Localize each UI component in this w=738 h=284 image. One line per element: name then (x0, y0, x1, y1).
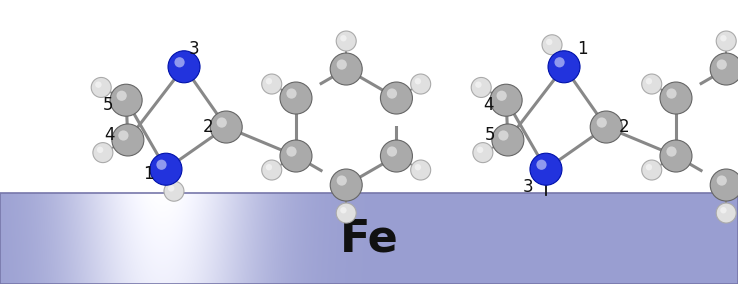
Circle shape (150, 153, 182, 185)
Text: 1: 1 (142, 165, 154, 183)
Circle shape (330, 53, 362, 85)
Circle shape (415, 78, 421, 84)
Circle shape (660, 140, 692, 172)
Circle shape (660, 82, 692, 114)
Circle shape (720, 207, 727, 214)
Circle shape (717, 59, 727, 70)
Circle shape (471, 78, 492, 97)
Circle shape (118, 130, 128, 141)
Circle shape (286, 88, 297, 99)
Circle shape (720, 35, 727, 41)
Circle shape (542, 35, 562, 55)
Circle shape (262, 160, 282, 180)
Circle shape (117, 91, 127, 101)
Circle shape (340, 207, 347, 214)
Text: 4: 4 (105, 126, 115, 144)
Circle shape (164, 181, 184, 201)
Circle shape (646, 164, 652, 170)
Circle shape (554, 57, 565, 67)
Circle shape (666, 147, 677, 157)
Text: 2: 2 (203, 118, 213, 136)
Circle shape (666, 88, 677, 99)
Text: 4: 4 (483, 96, 494, 114)
Circle shape (330, 169, 362, 201)
Circle shape (174, 57, 184, 67)
Circle shape (596, 117, 607, 128)
Circle shape (546, 39, 553, 45)
Circle shape (716, 203, 737, 223)
Circle shape (217, 117, 227, 128)
Circle shape (717, 176, 727, 186)
Circle shape (473, 143, 493, 163)
Circle shape (492, 124, 524, 156)
Circle shape (93, 143, 113, 163)
Circle shape (337, 176, 347, 186)
Circle shape (381, 140, 413, 172)
Circle shape (280, 82, 312, 114)
Circle shape (490, 84, 523, 116)
Circle shape (337, 59, 347, 70)
Circle shape (710, 169, 738, 201)
Circle shape (286, 147, 297, 157)
Circle shape (95, 82, 102, 88)
Circle shape (337, 203, 356, 223)
Circle shape (477, 147, 483, 153)
Bar (0, 193, 738, 284)
Circle shape (112, 124, 144, 156)
Circle shape (387, 147, 397, 157)
Circle shape (498, 130, 508, 141)
Circle shape (92, 78, 111, 97)
Circle shape (530, 153, 562, 185)
Circle shape (710, 53, 738, 85)
Text: 2: 2 (619, 118, 630, 136)
Circle shape (642, 160, 662, 180)
Circle shape (97, 147, 103, 153)
Circle shape (168, 185, 174, 192)
Circle shape (156, 160, 167, 170)
Circle shape (537, 160, 547, 170)
Text: 5: 5 (485, 126, 495, 144)
Circle shape (475, 82, 482, 88)
Text: 5: 5 (103, 96, 114, 114)
Circle shape (168, 51, 200, 83)
Circle shape (410, 74, 431, 94)
Circle shape (716, 31, 737, 51)
Circle shape (337, 31, 356, 51)
Circle shape (642, 74, 662, 94)
Circle shape (340, 35, 347, 41)
Circle shape (410, 160, 431, 180)
Circle shape (210, 111, 242, 143)
Text: 3: 3 (189, 40, 199, 58)
Circle shape (381, 82, 413, 114)
Circle shape (262, 74, 282, 94)
Text: 3: 3 (523, 178, 534, 196)
Circle shape (497, 91, 507, 101)
Circle shape (387, 88, 397, 99)
Circle shape (415, 164, 421, 170)
Circle shape (266, 78, 272, 84)
Circle shape (590, 111, 622, 143)
Circle shape (548, 51, 580, 83)
Circle shape (110, 84, 142, 116)
Circle shape (280, 140, 312, 172)
Text: Fe: Fe (339, 217, 399, 260)
Circle shape (266, 164, 272, 170)
Text: 1: 1 (576, 40, 587, 58)
Circle shape (646, 78, 652, 84)
